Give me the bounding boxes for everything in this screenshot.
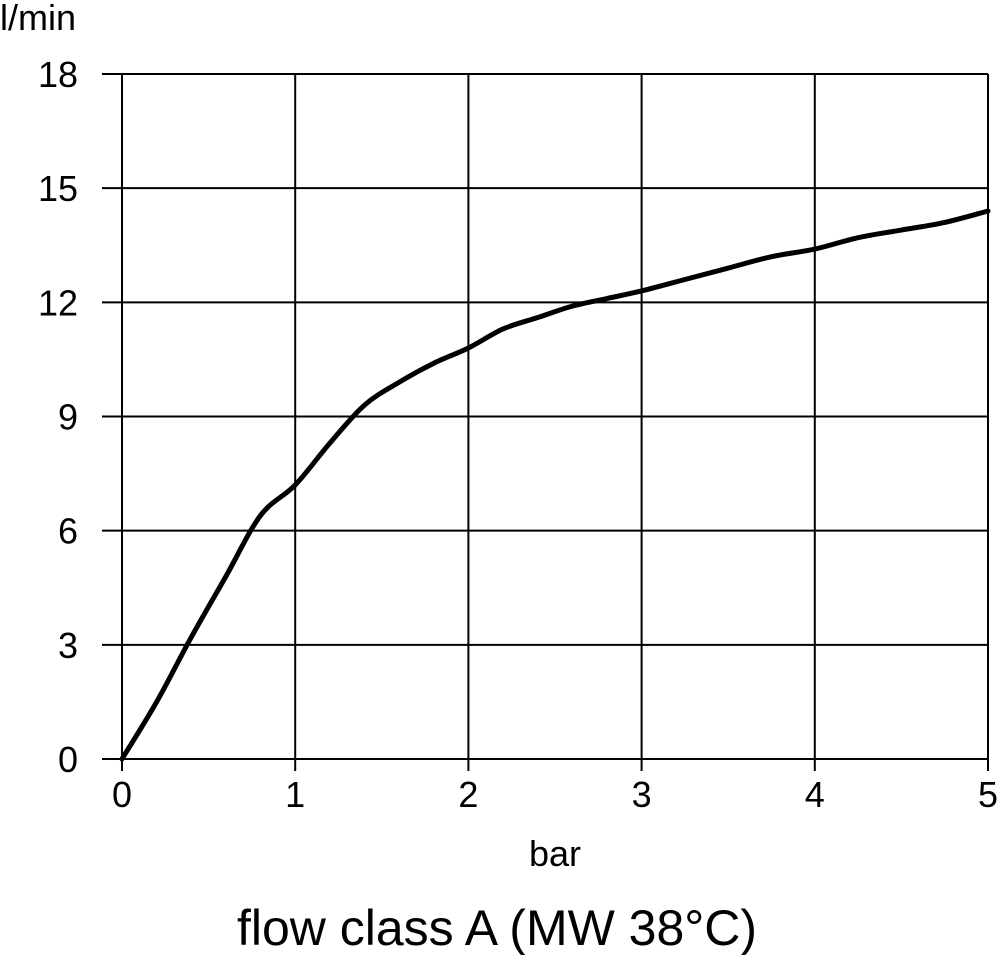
chart-caption: flow class A (MW 38°C) [237, 900, 757, 955]
x-tick-label: 1 [285, 774, 305, 815]
x-axis-label: bar [529, 833, 581, 874]
x-tick-label: 5 [978, 774, 998, 815]
x-tick-label: 3 [632, 774, 652, 815]
y-tick-label: 18 [38, 54, 78, 95]
x-tick-label: 0 [112, 774, 132, 815]
y-axis-label: l/min [0, 0, 76, 38]
y-tick-label: 15 [38, 168, 78, 209]
series [119, 208, 991, 762]
y-tick-label: 6 [58, 511, 78, 552]
y-tick-label: 0 [58, 739, 78, 780]
x-tick-label: 4 [805, 774, 825, 815]
y-tick-label: 12 [38, 282, 78, 323]
y-tick-label: 3 [58, 625, 78, 666]
y-tick-label: 9 [58, 397, 78, 438]
grid [122, 73, 989, 759]
axes [102, 73, 989, 771]
x-tick-label: 2 [458, 774, 478, 815]
series-line [119, 208, 991, 762]
